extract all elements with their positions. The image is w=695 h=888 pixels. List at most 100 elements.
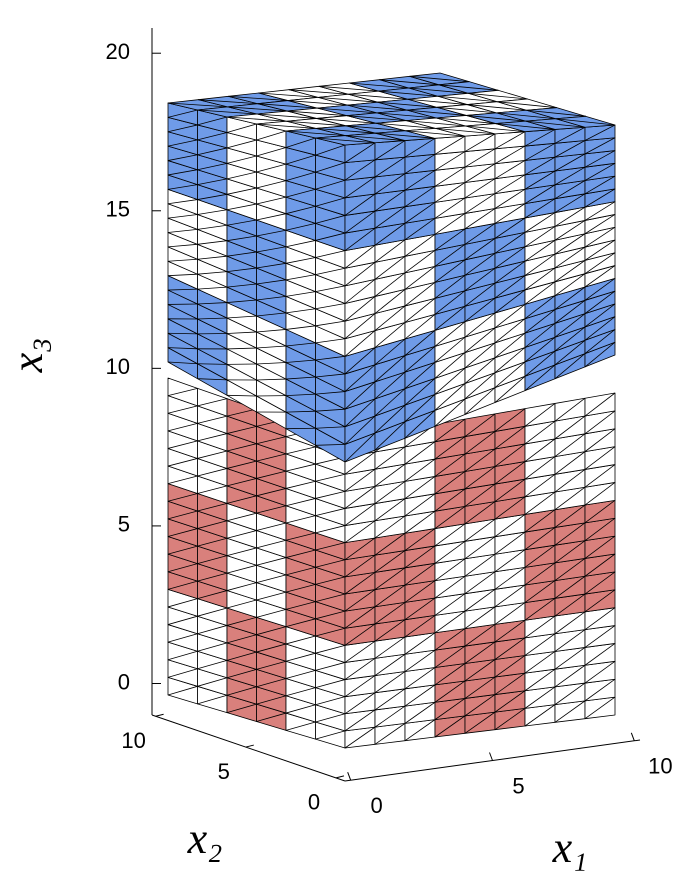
- x-axis-label: x₁: [552, 823, 588, 872]
- mesh-edge: [434, 166, 466, 187]
- mesh-edge: [584, 252, 616, 275]
- mesh-edge: [167, 493, 198, 502]
- mesh-edge: [434, 367, 466, 395]
- z-axis-label: x₃: [3, 338, 52, 374]
- mesh-edge: [554, 593, 586, 617]
- mesh-edge: [404, 493, 436, 517]
- mesh-edge: [524, 142, 556, 161]
- mesh-edge: [316, 128, 376, 134]
- mesh-edge: [226, 651, 257, 661]
- mesh-edge: [167, 668, 198, 678]
- mesh-edge: [404, 632, 436, 655]
- mesh-edge: [285, 446, 316, 455]
- mesh-edge: [285, 222, 316, 231]
- mesh-edge: [494, 375, 526, 403]
- mesh-edge: [494, 690, 526, 713]
- mesh-edge: [526, 109, 586, 117]
- mesh-edge: [524, 438, 556, 462]
- mesh-edge: [226, 315, 257, 319]
- mesh-edge: [434, 228, 466, 251]
- mesh-edge: [404, 186, 436, 208]
- mesh-edge: [315, 443, 346, 446]
- mesh-edge: [434, 274, 466, 299]
- mesh-edge: [404, 346, 436, 373]
- mesh-edge: [257, 103, 318, 109]
- mesh-edge: [434, 680, 466, 703]
- mesh-edge: [285, 130, 346, 136]
- mesh-edge: [256, 643, 287, 653]
- mesh-edge: [315, 179, 346, 190]
- mesh-edge: [197, 240, 228, 245]
- mesh-edge: [197, 659, 228, 670]
- mesh-edge: [524, 491, 556, 515]
- mesh-edge: [434, 610, 466, 634]
- mesh-edge: [524, 253, 556, 276]
- mesh-edge: [167, 405, 198, 414]
- mesh-edge: [584, 500, 616, 524]
- mesh-edge: [256, 345, 287, 349]
- y-tick: [245, 744, 254, 748]
- mesh-edge: [226, 139, 257, 149]
- mesh-edge: [344, 640, 376, 663]
- mesh-edge: [167, 458, 198, 467]
- mesh-edge: [374, 222, 406, 246]
- mesh-edge: [197, 162, 228, 171]
- mesh-edge: [404, 719, 436, 741]
- mesh-edge: [285, 359, 316, 363]
- mesh-edge: [524, 212, 556, 233]
- mesh-edge: [434, 715, 466, 738]
- mesh-edge: [554, 682, 586, 705]
- mesh-edge: [315, 162, 346, 173]
- mesh-edge: [167, 361, 198, 365]
- mesh-edge: [554, 469, 586, 493]
- mesh-edge: [285, 376, 316, 380]
- mesh-edge: [197, 271, 228, 275]
- mesh-edge: [344, 415, 376, 445]
- mesh-edge: [374, 463, 406, 487]
- mesh-edge: [466, 115, 526, 122]
- mesh-edge: [226, 582, 257, 591]
- mesh-edge: [344, 520, 376, 543]
- mesh-edge: [464, 163, 496, 183]
- mesh-edge: [584, 137, 616, 155]
- mesh-edge: [378, 90, 439, 97]
- mesh-edge: [197, 468, 228, 477]
- mesh-edge: [494, 584, 526, 608]
- mesh-edge: [524, 226, 556, 248]
- mesh-edge: [524, 456, 556, 480]
- mesh-edge: [404, 250, 436, 274]
- mesh-edge: [404, 701, 436, 724]
- mesh-edge: [374, 140, 406, 161]
- mesh-edge: [374, 289, 406, 314]
- mesh-edge: [524, 295, 556, 320]
- mesh-edge: [494, 478, 526, 502]
- mesh-edge: [404, 234, 436, 257]
- mesh-edge: [345, 135, 406, 141]
- mesh-edge: [464, 208, 496, 230]
- mesh-edge: [404, 597, 436, 621]
- mesh-edge: [226, 425, 257, 434]
- mesh-edge: [554, 647, 586, 670]
- mesh-edge: [494, 531, 526, 555]
- mesh-edge: [285, 410, 316, 413]
- mesh-edge: [407, 98, 468, 105]
- mesh-edge: [374, 338, 406, 366]
- mesh-edge: [554, 522, 586, 546]
- mesh-edge: [434, 593, 466, 616]
- mesh-edge: [315, 373, 346, 378]
- mesh-edge: [197, 398, 228, 407]
- mesh-edge: [344, 279, 376, 304]
- mesh-edge: [226, 512, 257, 522]
- mesh-edge: [494, 145, 526, 165]
- z-tick-label: 15: [106, 197, 130, 222]
- mesh-edge: [464, 297, 496, 322]
- mesh-edge: [315, 303, 346, 310]
- mesh-edge: [315, 473, 346, 482]
- mesh-edge: [197, 193, 228, 200]
- mesh-edge: [464, 342, 496, 369]
- mesh-edge: [197, 450, 228, 459]
- mesh-edge: [256, 678, 287, 688]
- mesh-edge: [344, 432, 376, 463]
- mesh-edge: [197, 178, 228, 186]
- mesh-edge: [256, 329, 287, 333]
